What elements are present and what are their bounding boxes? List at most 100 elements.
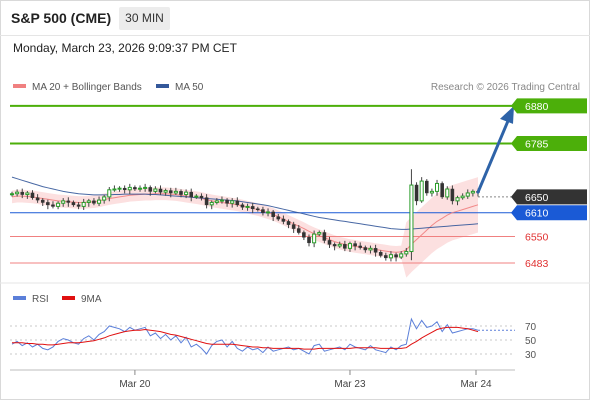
candle-up [143,186,148,189]
candle-down [199,195,204,198]
candle-down [363,247,368,251]
rsi-panel: 70 50 30 [10,317,537,361]
candle-up [317,232,322,235]
rsi-tick-50: 50 [525,336,537,347]
rsi-tick-30: 30 [525,350,537,361]
forecast-arrow-head [500,105,514,124]
price-tag-6550: 6550 [525,231,549,243]
candles [9,169,480,262]
candle-down [225,199,229,204]
price-tag-box-6785 [511,136,587,151]
candle-up [214,200,219,203]
price-tag-6483: 6483 [525,258,549,270]
bollinger-band [12,177,478,278]
candle-down [358,245,363,248]
chart-header: S&P 500 (CME) 30 MIN [0,0,590,36]
candle-down [256,208,260,211]
candle-down [307,237,311,244]
candle-up [9,193,15,196]
price-tag-6785: 6785 [525,139,549,151]
candle-down [51,204,55,207]
candle-up [25,192,30,196]
candle-up [266,211,271,214]
candle-down [281,218,286,222]
candle-up [465,192,470,197]
candle-down [40,199,45,203]
rsi-tick-70: 70 [525,322,537,333]
candle-up [173,190,178,194]
candle-down [35,197,40,201]
rsi-line-9ma [12,326,479,350]
candle-up [137,187,143,190]
candle-up [230,200,235,204]
candle-down [235,200,240,206]
candle-up [409,184,414,253]
candle-up [312,233,317,244]
candle-up [419,180,424,202]
candle-down [414,184,419,202]
candle-up [399,253,404,258]
candle-down [71,202,76,206]
candle-up [388,254,393,259]
instrument-title: S&P 500 (CME) [11,10,112,26]
candle-down [204,197,209,206]
candle-down [46,202,50,206]
candle-up [127,186,132,191]
ma50-legend-swatch [156,84,169,88]
candle-up [56,202,61,207]
price-tag-6650: 6650 [525,192,549,204]
candle-up [347,243,353,249]
price-tag-6610: 6610 [525,208,549,220]
candle-up [61,200,66,204]
price-tag-box-6650 [511,189,587,205]
timeframe-button[interactable]: 30 MIN [119,7,170,30]
candle-down [122,187,127,191]
price-tag-6880: 6880 [525,101,549,113]
candle-up [470,190,475,194]
x-axis-ticks: Mar 20 Mar 23 Mar 24 [119,370,492,390]
ma20-legend-label: MA 20 + Bollinger Bands [32,82,142,93]
candle-up [102,196,107,201]
candle-up [184,191,189,196]
candle-down [353,243,357,247]
candle-up [368,247,373,251]
candle-down [378,252,383,256]
x-tick-label: Mar 20 [119,379,151,390]
candle-up [163,190,168,193]
candle-down [373,248,378,253]
candle-up [434,182,440,192]
candle-down [20,191,25,195]
candle-down [286,221,291,225]
credit-text: Research © 2026 Trading Central [431,82,580,93]
candle-down [343,244,347,249]
forecast-arrow [476,105,514,194]
candle-up [460,195,465,199]
candle-down [133,187,137,190]
candle-up [445,188,450,198]
candle-up [209,201,214,206]
price-tag-box-6880 [511,98,587,114]
candle-down [30,192,35,198]
candle-up [245,205,250,208]
candle-down [384,255,388,259]
ma20-legend-swatch [13,84,26,88]
candle-up [81,201,86,207]
candle-up [194,195,199,198]
candle-down [394,254,398,258]
candle-down [92,200,96,204]
candle-up [219,199,224,202]
candle-up [429,190,434,194]
candle-up [153,188,158,192]
candle-down [450,188,455,202]
forecast-arrow-shaft [476,119,510,194]
candle-down [66,200,71,203]
candle-up [97,199,102,204]
candle-up [15,191,20,195]
candle-down [168,190,173,194]
x-tick-label: Mar 24 [460,379,492,390]
candle-down [250,206,255,210]
candle-down [322,232,327,241]
candle-down [302,232,306,238]
candle-down [327,240,332,245]
